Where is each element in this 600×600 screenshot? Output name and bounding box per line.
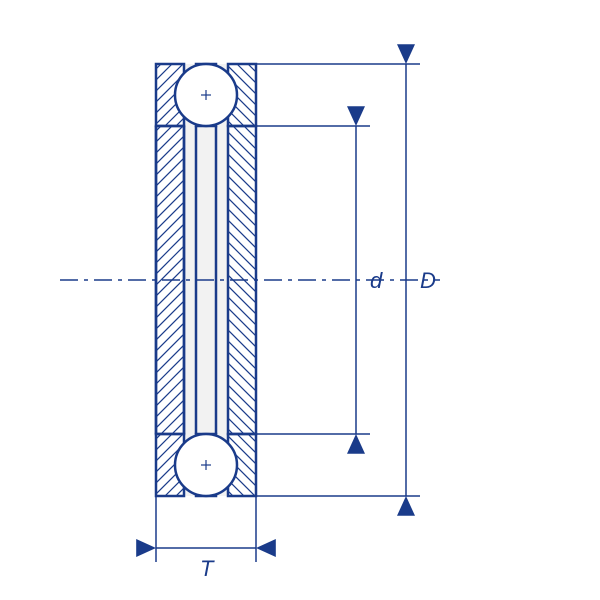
dim-d-label: d	[370, 268, 383, 293]
dim-D-label: D	[420, 268, 436, 293]
dim-T-label: T	[200, 556, 215, 581]
